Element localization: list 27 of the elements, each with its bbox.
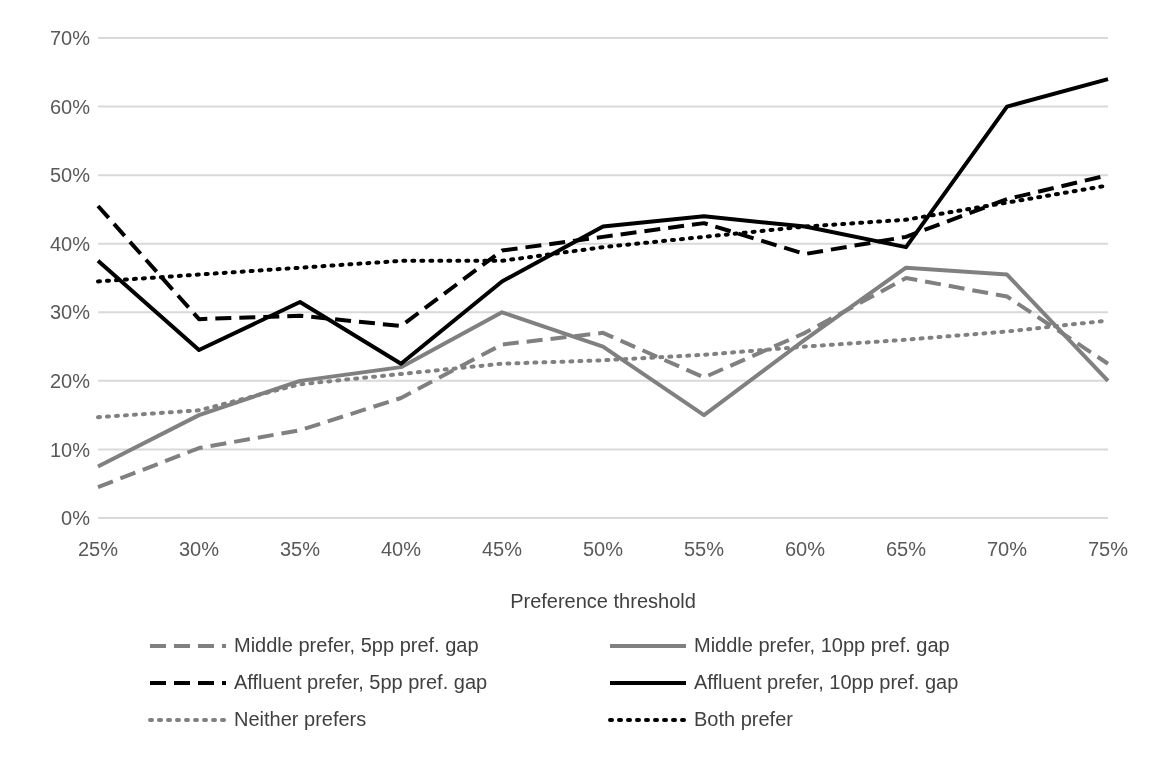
x-axis-title: Preference threshold (510, 590, 696, 612)
x-tick-label: 60% (784, 538, 826, 561)
x-tick-label: 35% (279, 538, 321, 561)
legend-label: Affluent prefer, 10pp pref. gap (694, 671, 959, 694)
y-tick-label: 60% (49, 95, 91, 118)
x-tick-label: 25% (77, 538, 119, 561)
y-tick-label: 70% (49, 27, 91, 50)
x-tick-label: 75% (1087, 538, 1129, 561)
y-tick-label: 20% (49, 369, 91, 392)
legend-label: Affluent prefer, 5pp pref. gap (234, 671, 488, 694)
x-tick-label: 65% (885, 538, 927, 561)
x-tick-label: 55% (683, 538, 725, 561)
y-tick-label: 0% (61, 507, 91, 530)
x-tick-label: 70% (986, 538, 1028, 561)
y-tick-label: 50% (49, 164, 91, 187)
legend-label: Neither prefers (234, 708, 367, 731)
y-tick-label: 30% (49, 301, 91, 324)
legend-label: Both prefer (694, 708, 793, 731)
x-tick-label: 40% (380, 538, 422, 561)
x-tick-label: 45% (481, 538, 523, 561)
legend-label: Middle prefer, 10pp pref. gap (694, 634, 950, 657)
y-tick-label: 10% (49, 438, 91, 461)
y-tick-label: 40% (49, 232, 91, 255)
line-series (96, 77, 1110, 366)
x-tick-label: 30% (178, 538, 220, 561)
x-tick-label: 50% (582, 538, 624, 561)
legend-label: Middle prefer, 5pp pref. gap (234, 634, 479, 657)
